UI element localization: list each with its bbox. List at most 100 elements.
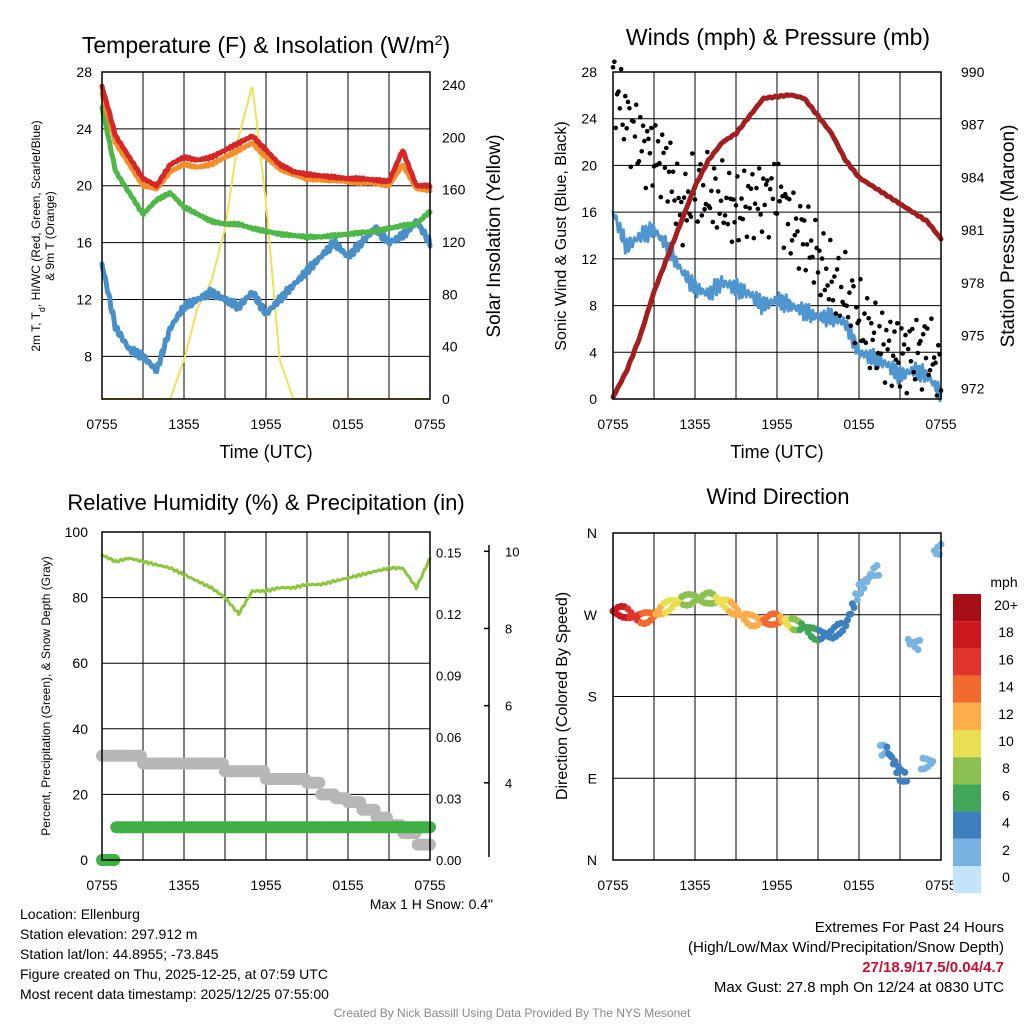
gust-point: [828, 237, 833, 243]
direction-point: [873, 562, 881, 569]
gust-point: [821, 231, 826, 236]
gust-point: [733, 203, 739, 208]
y2-tick-label: 120: [442, 234, 466, 250]
gust-point: [658, 194, 664, 200]
y3-tick-label: 8: [505, 621, 512, 636]
wind-x-ticks: 0755 1355 1955 0155 0755: [597, 416, 956, 432]
gust-point: [890, 353, 896, 359]
gust-point: [849, 278, 855, 283]
gust-point: [620, 122, 625, 128]
legend-swatch: [953, 702, 981, 730]
gust-point: [817, 248, 822, 254]
gust-point: [644, 129, 650, 134]
gust-point: [908, 358, 914, 364]
humidity-plot-frame: [101, 531, 431, 861]
gust-point: [803, 267, 808, 273]
gust-point: [672, 198, 677, 203]
gust-point: [684, 218, 690, 223]
gust-point: [673, 221, 679, 227]
gust-point: [649, 125, 654, 131]
direction-point: [847, 610, 855, 618]
y2-tick-label: 0.12: [436, 607, 461, 622]
direction-x-ticks: 0755 1355 1955 0155 0755: [597, 877, 956, 893]
gust-point: [781, 245, 787, 251]
gust-point: [819, 256, 825, 261]
gust-point: [770, 196, 776, 202]
y2-tick-label: 0.00: [436, 853, 461, 868]
direction-grid: [613, 533, 941, 860]
gust-point: [774, 211, 780, 216]
gust-point: [636, 159, 642, 164]
pressure-y2-label: Station Pressure (Maroon): [998, 125, 1019, 348]
y-tick-label: 24: [581, 111, 597, 127]
gust-point: [710, 219, 716, 225]
legend-label: 14: [998, 679, 1014, 695]
gust-point: [748, 186, 754, 192]
gust-point: [759, 229, 765, 234]
y-tick-label: 100: [65, 524, 89, 540]
legend-label: 4: [1002, 815, 1010, 831]
direction-point: [857, 589, 865, 597]
gust-point: [826, 296, 832, 302]
gust-point: [700, 183, 706, 188]
legend-swatch: [953, 838, 981, 866]
temperature-y-ticks: 8 12 16 20 24 28: [76, 64, 92, 364]
gust-point: [864, 296, 870, 301]
gust-point: [810, 254, 815, 260]
y-tick-label: W: [584, 607, 598, 623]
y2-tick-label: 80: [442, 286, 458, 302]
wind-title: Winds (mph) & Pressure (mb): [626, 24, 930, 50]
legend-label: 0: [1002, 869, 1010, 885]
gust-point: [836, 255, 841, 261]
gust-point: [886, 338, 892, 344]
gust-point: [762, 202, 767, 208]
gust-point: [877, 323, 882, 329]
gust-point: [633, 102, 639, 108]
y-tick-label: 0: [589, 391, 597, 407]
x-tick-label: 0155: [332, 877, 363, 893]
gust-point: [683, 171, 688, 177]
gust-point: [899, 326, 904, 331]
gust-point: [929, 316, 934, 322]
gust-point: [844, 303, 849, 309]
temperature-title: Temperature (F) & Insolation (W/m2): [82, 32, 450, 58]
credit-line: Created By Nick Bassill Using Data Provi…: [333, 1006, 691, 1020]
gust-point: [632, 134, 638, 139]
gust-point: [785, 221, 791, 227]
legend-label: 6: [1002, 787, 1010, 803]
legend-swatch: [953, 730, 981, 758]
direction-plot-frame: [612, 532, 942, 861]
legend-label: 16: [998, 651, 1014, 667]
y3-tick-label: 4: [505, 776, 512, 791]
y-tick-label: 4: [589, 344, 597, 360]
gust-point: [856, 318, 862, 323]
y2-tick-label: 978: [961, 275, 985, 291]
gust-point: [668, 140, 673, 146]
y2-tick-label: 972: [961, 380, 985, 396]
gust-point: [896, 360, 901, 366]
legend-label: 2: [1002, 842, 1010, 858]
gust-point: [795, 229, 800, 234]
gust-point: [720, 158, 725, 163]
gust-point: [863, 340, 869, 346]
humidity-grid: [102, 532, 430, 860]
direction-point: [929, 757, 937, 765]
y-tick-label: 20: [581, 157, 597, 173]
gust-point: [766, 235, 772, 240]
gust-point: [889, 383, 895, 389]
gust-point: [670, 169, 676, 175]
gust-point: [787, 197, 792, 202]
x-tick-label: 0755: [414, 416, 445, 432]
gust-point: [833, 311, 839, 316]
recent-timestamp: Most recent data timestamp: 2025/12/25 0…: [20, 986, 329, 1002]
direction-point: [853, 596, 861, 604]
y-tick-label: 28: [581, 64, 597, 80]
gust-point: [901, 342, 907, 347]
gust-point: [838, 284, 844, 290]
speed-color-legend: mph 20+ 18 16 14 12 10 8 6 4 2 0: [953, 574, 1018, 894]
gust-point: [845, 314, 851, 320]
gust-point: [612, 59, 617, 65]
gust-point: [862, 311, 867, 316]
gust-point: [793, 216, 799, 221]
gust-point: [895, 321, 900, 326]
